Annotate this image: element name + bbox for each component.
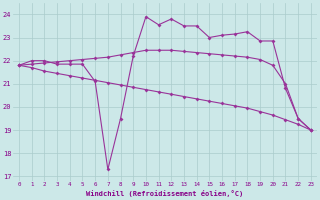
X-axis label: Windchill (Refroidissement éolien,°C): Windchill (Refroidissement éolien,°C) [86, 190, 244, 197]
